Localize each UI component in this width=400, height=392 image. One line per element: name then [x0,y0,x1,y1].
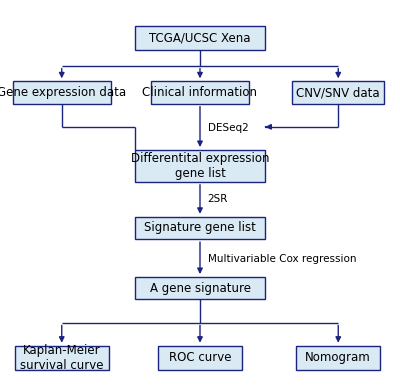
FancyBboxPatch shape [13,81,111,104]
Text: Signature gene list: Signature gene list [144,221,256,234]
Text: Differentital expression
gene list: Differentital expression gene list [131,152,269,180]
Text: Gene expression data: Gene expression data [0,86,126,99]
Text: TCGA/UCSC Xena: TCGA/UCSC Xena [149,31,251,44]
Text: Nomogram: Nomogram [305,351,371,364]
FancyBboxPatch shape [135,277,265,299]
Text: Multivariable Cox regression: Multivariable Cox regression [208,254,356,264]
Text: Kaplan-Meier
survival curve: Kaplan-Meier survival curve [20,344,104,372]
FancyBboxPatch shape [135,26,265,50]
Text: DESeq2: DESeq2 [208,123,248,133]
Text: ROC curve: ROC curve [169,351,231,364]
Text: Clinical information: Clinical information [142,86,258,99]
FancyBboxPatch shape [292,81,384,104]
Text: 2SR: 2SR [208,194,228,203]
FancyBboxPatch shape [15,346,109,370]
Text: A gene signature: A gene signature [150,282,250,295]
FancyBboxPatch shape [135,217,265,239]
FancyBboxPatch shape [158,346,242,370]
FancyBboxPatch shape [296,346,380,370]
FancyBboxPatch shape [135,150,265,182]
FancyBboxPatch shape [151,81,249,104]
Text: CNV/SNV data: CNV/SNV data [296,86,380,99]
